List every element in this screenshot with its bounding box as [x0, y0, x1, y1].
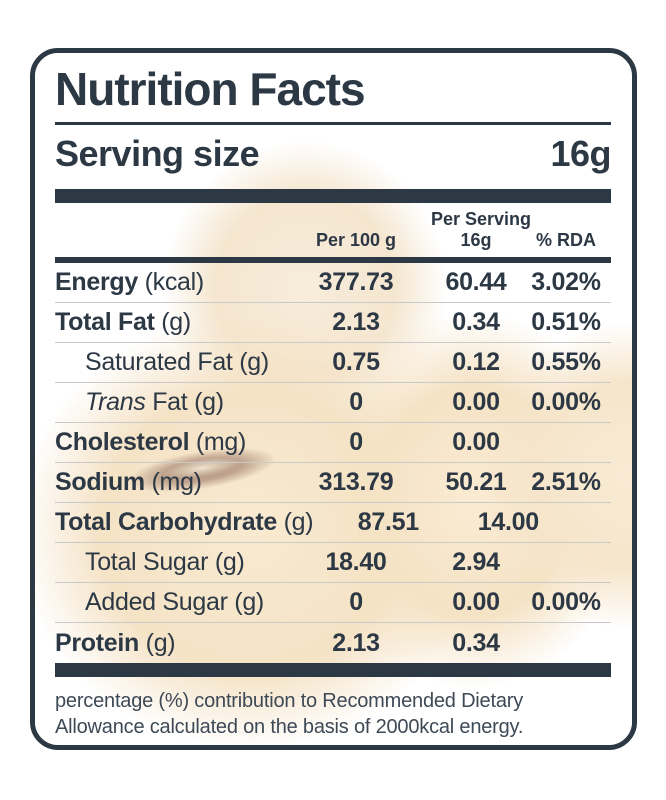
per-100g-value: 313.79	[318, 468, 394, 497]
column-header-rda: % RDA	[521, 230, 611, 252]
nutrient-row: Cholesterol (mg) 0 0.00	[55, 423, 611, 464]
per-100g-value: 0.75	[332, 348, 380, 377]
header-bottom-rule	[55, 257, 611, 264]
per-100g-value: 87.51	[357, 508, 419, 537]
per-100g-value: 377.73	[318, 268, 394, 297]
nutrient-row: Sodium (mg) 313.79 50.21 2.51%	[55, 463, 611, 504]
per-serving-value: 0.34	[452, 308, 500, 337]
column-header-sublabel: 16g	[460, 230, 492, 251]
serving-size-row: Serving size 16g	[55, 133, 611, 175]
per-serving-value: 2.94	[452, 548, 500, 577]
serving-size-label: Serving size	[55, 132, 260, 174]
nutrient-row: Protein (g) 2.13 0.34	[55, 623, 611, 663]
nutrient-row: Total Fat (g) 2.13 0.34 0.51%	[55, 303, 611, 344]
nutrient-row: Total Sugar (g) 18.40 2.94	[55, 543, 611, 584]
rda-value: 3.02%	[531, 268, 601, 297]
nutrient-name: Total Fat (g)	[55, 308, 191, 337]
nutrient-name: Total Sugar (g)	[85, 548, 245, 577]
page-title: Nutrition Facts	[55, 63, 366, 115]
nutrition-label-card: Nutrition Facts Serving size 16g Per 100…	[30, 48, 637, 750]
rda-value: 0.51%	[531, 308, 601, 337]
per-serving-value: 50.21	[445, 468, 507, 497]
column-header-label: Per 100 g	[315, 230, 397, 251]
nutrient-name: Added Sugar (g)	[85, 588, 264, 617]
rda-value: 2.51%	[531, 468, 601, 497]
nutrient-name: Protein (g)	[55, 628, 176, 657]
per-serving-value: 0.12	[452, 348, 500, 377]
per-100g-value: 2.13	[332, 308, 380, 337]
rda-value: 0.55%	[531, 348, 601, 377]
column-header-label: Per Serving	[431, 208, 532, 229]
nutrient-row: Energy (kcal) 377.73 60.44 3.02%	[55, 263, 611, 304]
serving-size-value: 16g	[550, 132, 611, 174]
label-content: Nutrition Facts Serving size 16g Per 100…	[35, 53, 632, 740]
column-header-label: % RDA	[535, 230, 596, 251]
rda-value: 0.00%	[531, 588, 601, 617]
nutrient-name: Total Carbohydrate (g)	[55, 508, 314, 537]
per-serving-value: 0.00	[452, 428, 500, 457]
rda-footnote: percentage (%) contribution to Recommend…	[55, 690, 524, 738]
white-fade-overlay	[35, 53, 632, 745]
nutrient-row: Trans Fat (g) 0 0.00 0.00%	[55, 383, 611, 424]
per-100g-value: 18.40	[325, 548, 387, 577]
column-header-per-100g: Per 100 g	[281, 230, 431, 252]
nutrient-row: Total Carbohydrate (g) 87.51 14.00	[55, 503, 611, 544]
per-serving-value: 14.00	[477, 508, 539, 537]
per-serving-value: 0.34	[452, 628, 500, 657]
column-header-per-serving: Per Serving 16g	[431, 208, 532, 252]
per-serving-value: 0.00	[452, 588, 500, 617]
per-100g-value: 2.13	[332, 628, 380, 657]
rda-value: 0.00%	[531, 388, 601, 417]
title-divider	[55, 121, 611, 125]
nutrient-row: Saturated Fat (g) 0.75 0.12 0.55%	[55, 343, 611, 384]
nutrient-name: Cholesterol (mg)	[55, 428, 247, 457]
table-top-bar	[55, 188, 611, 203]
nutrient-name: Sodium (mg)	[55, 468, 202, 497]
nutrient-name: Saturated Fat (g)	[85, 348, 269, 377]
nutrient-name: Energy (kcal)	[55, 268, 204, 297]
table-bottom-bar	[55, 663, 611, 678]
per-serving-value: 0.00	[452, 388, 500, 417]
nutrient-name: Trans Fat (g)	[85, 388, 224, 417]
dried-fruit-photo	[35, 53, 632, 745]
per-100g-value: 0	[349, 588, 363, 617]
nutrient-rows: Energy (kcal) 377.73 60.44 3.02% Total Fat (…	[55, 263, 611, 663]
table-header: Per 100 g Per Serving 16g % RDA	[55, 209, 611, 257]
per-100g-value: 0	[349, 388, 363, 417]
per-100g-value: 0	[349, 428, 363, 457]
per-serving-value: 60.44	[445, 268, 507, 297]
nutrient-row: Added Sugar (g) 0 0.00 0.00%	[55, 583, 611, 624]
